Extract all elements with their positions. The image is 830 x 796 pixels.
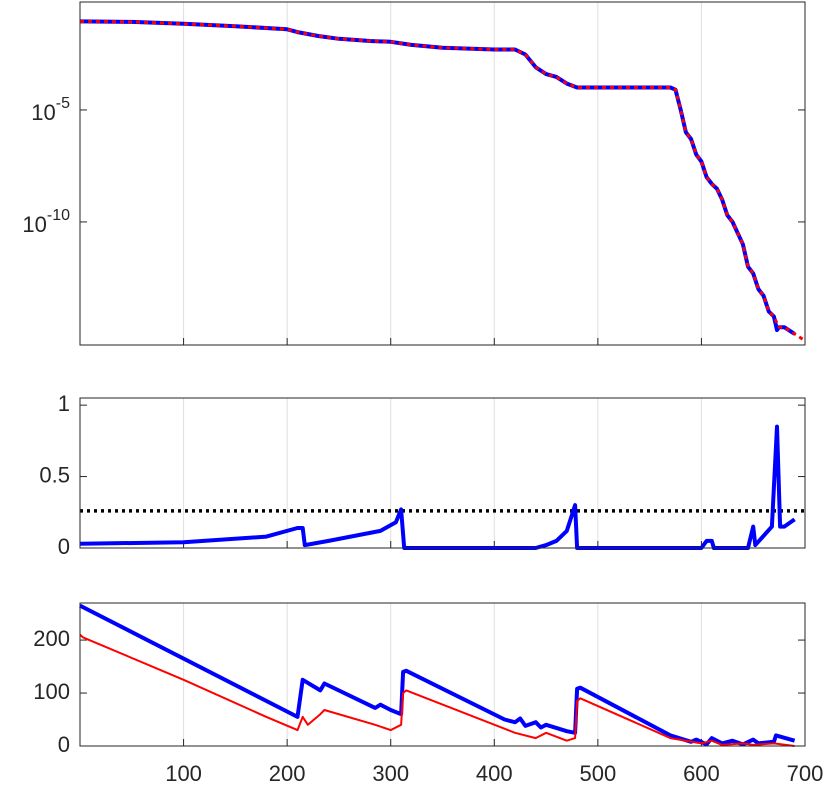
x-tick-label: 700 [787,761,824,786]
y-tick-exponent: -5 [56,95,70,112]
y-tick-label: 0 [58,534,70,559]
x-tick-label: 200 [269,761,306,786]
plot-area [80,603,805,746]
y-tick-label: 100 [33,679,70,704]
y-tick-label: 200 [33,626,70,651]
y-tick-label: 0 [58,732,70,757]
data-line [79,634,795,747]
x-tick-label: 300 [372,761,409,786]
x-tick-label: 100 [165,761,202,786]
data-line [79,424,796,550]
plot-area [80,2,805,345]
axes-frame [79,397,806,549]
y-tick-label: 1 [58,391,70,416]
axes-frame [79,1,806,346]
x-tick-label: 500 [579,761,616,786]
plot-area [80,398,805,548]
y-tick-label: 10-5 [31,95,70,125]
y-tick-label: 10-10 [22,207,70,237]
data-line [79,19,806,342]
y-tick-exponent: -10 [47,207,70,224]
x-tick-label: 600 [683,761,720,786]
data-line [79,603,796,747]
x-tick-label: 400 [476,761,513,786]
y-tick-label: 0.5 [39,462,70,487]
axes-frame [79,602,806,747]
y-tick-base: 10 [31,100,55,125]
y-tick-base: 10 [22,212,46,237]
